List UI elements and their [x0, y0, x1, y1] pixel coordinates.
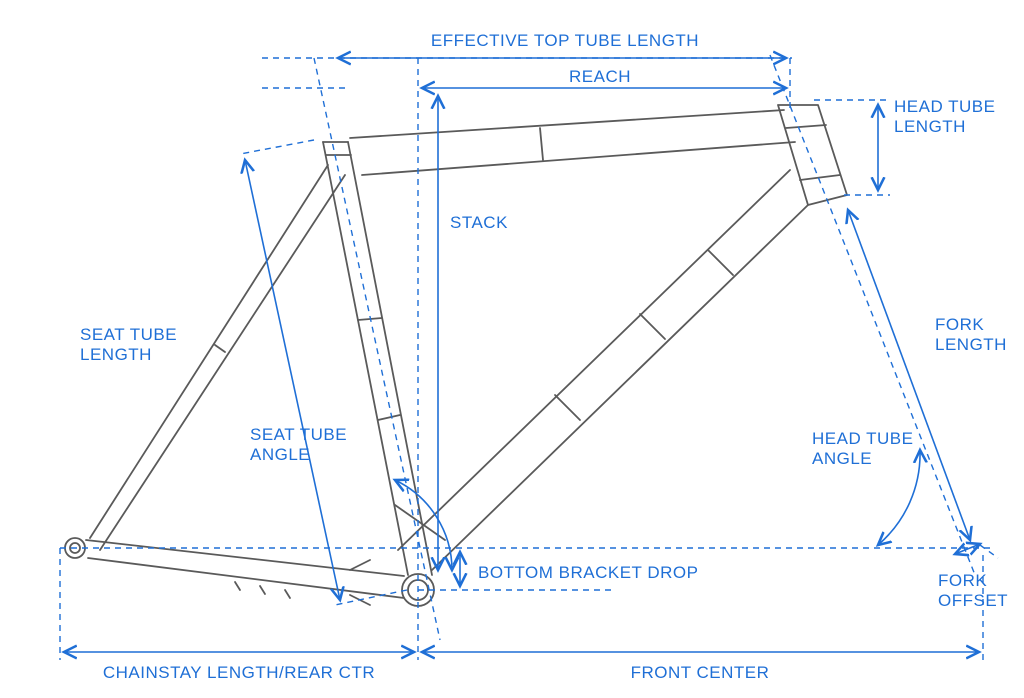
label-fork-offset-1: FORK — [938, 571, 987, 590]
label-head-tube-length-2: LENGTH — [894, 117, 966, 136]
label-head-tube-length-1: HEAD TUBE — [894, 97, 996, 116]
label-head-tube-angle-1: HEAD TUBE — [812, 429, 914, 448]
label-reach: REACH — [569, 67, 631, 86]
label-fork-length-1: FORK — [935, 315, 984, 334]
label-fork-length-2: LENGTH — [935, 335, 1007, 354]
bike-geometry-diagram: EFFECTIVE TOP TUBE LENGTH REACH HEAD TUB… — [0, 0, 1024, 698]
arrow-fork-offset — [955, 544, 980, 554]
label-seat-tube-angle-2: ANGLE — [250, 445, 310, 464]
label-seat-tube-length-1: SEAT TUBE — [80, 325, 177, 344]
arc-head-tube-angle — [878, 450, 920, 545]
label-stack: STACK — [450, 213, 508, 232]
label-bb-drop: BOTTOM BRACKET DROP — [478, 563, 698, 582]
arrow-seat-tube-length — [245, 160, 340, 600]
label-seat-tube-angle-1: SEAT TUBE — [250, 425, 347, 444]
label-chainstay: CHAINSTAY LENGTH/REAR CTR — [103, 663, 375, 682]
label-fork-offset-2: OFFSET — [938, 591, 1008, 610]
label-front-center: FRONT CENTER — [631, 663, 770, 682]
labels: EFFECTIVE TOP TUBE LENGTH REACH HEAD TUB… — [80, 31, 1008, 682]
label-effective-top-tube: EFFECTIVE TOP TUBE LENGTH — [431, 31, 699, 50]
label-head-tube-angle-2: ANGLE — [812, 449, 872, 468]
frame-outline — [65, 105, 847, 606]
label-seat-tube-length-2: LENGTH — [80, 345, 152, 364]
arrow-fork-length — [848, 210, 970, 540]
